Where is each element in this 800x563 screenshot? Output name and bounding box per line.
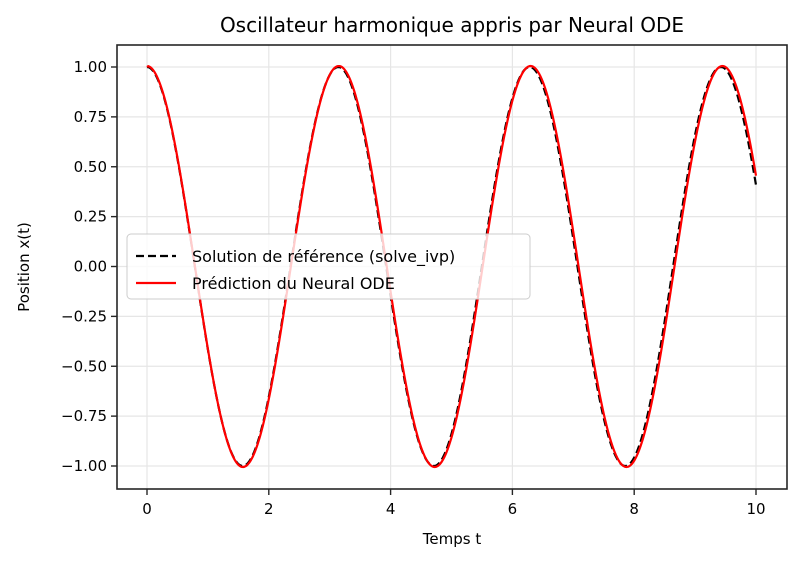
y-tick-label: −1.00 — [61, 457, 107, 475]
y-tick-label: 0.75 — [74, 108, 107, 126]
legend: Solution de référence (solve_ivp) Prédic… — [126, 233, 531, 300]
chart-title: Oscillateur harmonique appris par Neural… — [220, 13, 684, 37]
x-tick-label: 6 — [508, 500, 518, 518]
x-tick-label: 10 — [746, 500, 765, 518]
y-tick-label: 0.00 — [74, 258, 107, 276]
neural-ode-prediction-curve — [146, 64, 758, 469]
y-tick-label: 0.25 — [74, 208, 107, 226]
y-tick-label: 0.50 — [74, 158, 107, 176]
x-tick-label: 0 — [142, 500, 152, 518]
y-tick-label: −0.50 — [61, 357, 107, 375]
x-axis-ticks: 0 2 4 6 8 10 — [142, 489, 766, 518]
legend-label-reference: Solution de référence (solve_ivp) — [192, 247, 455, 267]
y-tick-label: −0.75 — [61, 407, 107, 425]
legend-label-prediction: Prédiction du Neural ODE — [192, 274, 395, 293]
y-tick-label: −0.25 — [61, 307, 107, 325]
y-axis-ticks: 1.00 0.75 0.50 0.25 0.00 −0.25 −0.50 −0.75 −1.00 — [61, 58, 117, 475]
x-axis-label: Temps t — [422, 530, 482, 548]
legend-box — [126, 233, 531, 300]
plot-curves — [146, 64, 758, 469]
x-tick-label: 2 — [264, 500, 274, 518]
y-tick-label: 1.00 — [74, 58, 107, 76]
y-axis-label: Position x(t) — [15, 222, 33, 312]
x-tick-label: 8 — [629, 500, 639, 518]
x-tick-label: 4 — [386, 500, 396, 518]
